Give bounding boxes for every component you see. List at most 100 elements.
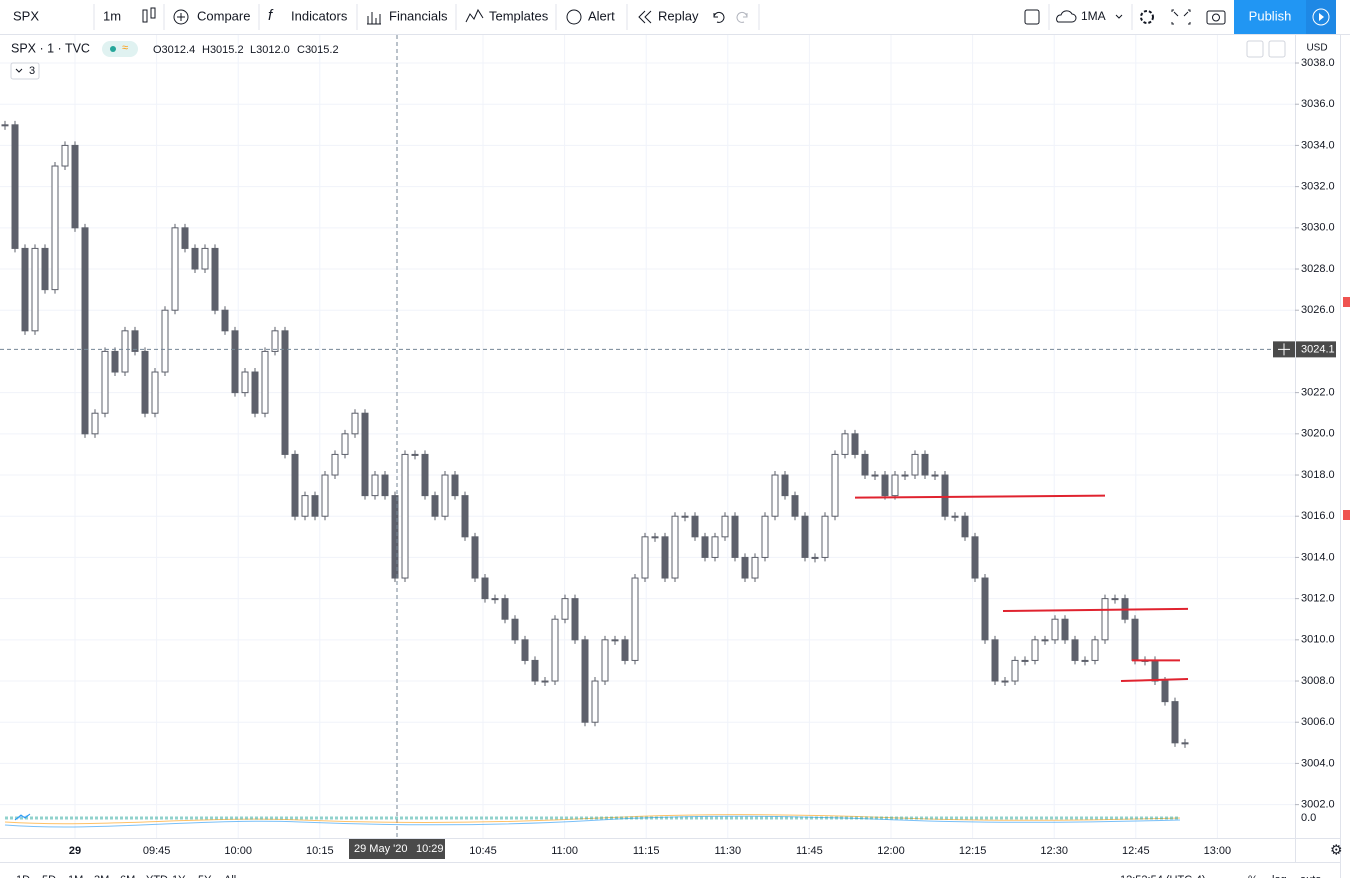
- candle: [901, 474, 909, 477]
- saved-layout[interactable]: 1MA: [1081, 9, 1106, 23]
- price-tick-label: 3030.0: [1301, 222, 1335, 234]
- candle: [391, 495, 399, 579]
- status-dot: [110, 46, 116, 52]
- candle: [311, 495, 319, 517]
- replay[interactable]: Replay: [658, 8, 699, 23]
- time-tick-label: 12:45: [1122, 845, 1150, 857]
- candle: [161, 309, 169, 373]
- crosshair-price-label-box: [1296, 341, 1336, 358]
- settings[interactable]: [1140, 10, 1154, 24]
- interval[interactable]: 1m: [103, 8, 121, 23]
- indicators[interactable]: Indicators: [291, 8, 348, 23]
- legend-open: O3012.4: [153, 44, 195, 56]
- studies-toggle[interactable]: [10, 62, 40, 80]
- candle: [471, 536, 479, 579]
- undo[interactable]: [713, 11, 725, 23]
- fullscreen[interactable]: [1171, 9, 1191, 25]
- financials-icon: [367, 12, 381, 25]
- log-toggle: log: [1272, 874, 1287, 878]
- range-button[interactable]: 6M: [120, 874, 135, 883]
- toggle-arrow: [15, 68, 23, 73]
- price-tick-label: 3012.0: [1301, 593, 1335, 605]
- candle: [861, 453, 869, 476]
- redo[interactable]: [736, 11, 748, 23]
- candle: [281, 330, 289, 455]
- financials[interactable]: Financials: [389, 8, 448, 23]
- price-tick-label: 3008.0: [1301, 675, 1335, 687]
- symbol[interactable]: SPX: [13, 8, 39, 23]
- publish[interactable]: Publish: [1249, 8, 1292, 23]
- candle: [11, 124, 19, 249]
- legend-low: L3012.0: [250, 44, 290, 56]
- candle: [271, 330, 279, 352]
- reset-button[interactable]: [1268, 40, 1286, 58]
- candle: [301, 495, 309, 517]
- candle: [581, 639, 589, 723]
- legend: SPX · 1 · TVC ≈ O3012.4 H3015.2 L3012.0 …: [10, 40, 1328, 80]
- candle: [401, 453, 409, 579]
- range-button[interactable]: 1D: [16, 874, 30, 883]
- crosshair-time: 10:29: [416, 843, 444, 855]
- range-button[interactable]: 3M: [94, 874, 109, 883]
- candle: [121, 330, 129, 373]
- candle: [61, 144, 69, 167]
- candle: [751, 556, 759, 579]
- candle: [971, 536, 979, 579]
- publish-button[interactable]: [1234, 0, 1306, 34]
- time-tick-label: 10:45: [469, 845, 497, 857]
- range-button[interactable]: 1Y: [172, 874, 186, 883]
- candle: [1071, 639, 1079, 661]
- indicator-badge: [14, 813, 31, 821]
- play-circle: [1312, 8, 1330, 26]
- candle: [1051, 618, 1059, 641]
- range-button[interactable]: All: [224, 874, 236, 883]
- candle: [941, 474, 949, 517]
- candle: [501, 598, 509, 620]
- trend-line: [1002, 607, 1189, 612]
- snapshot[interactable]: [1206, 10, 1226, 25]
- chart-type-icon[interactable]: [142, 7, 156, 23]
- candle: [81, 227, 89, 435]
- candle: [611, 639, 619, 642]
- candle: [491, 598, 499, 601]
- compare[interactable]: Compare: [197, 8, 250, 23]
- axes: 3038.0 3036.0 3034.0 3032.0 3030.0 3028.0 3026…: [69, 57, 1336, 859]
- candle: [711, 536, 719, 558]
- indicator-line: [4, 815, 1181, 828]
- candle: [621, 639, 629, 661]
- candle: [591, 680, 599, 723]
- candle: [681, 515, 689, 518]
- candle: [791, 495, 799, 517]
- candle: [191, 247, 199, 270]
- candle: [1021, 659, 1029, 662]
- price-tick-label: 3022.0: [1301, 387, 1335, 399]
- price-tick-label: 3018.0: [1301, 469, 1335, 481]
- currency: USD: [1306, 43, 1327, 54]
- market-status: [102, 41, 138, 57]
- candle: [231, 330, 239, 394]
- trend-line: [854, 494, 1106, 499]
- candle: [371, 474, 379, 497]
- templates[interactable]: Templates: [489, 8, 549, 23]
- time-axis-settings[interactable]: ⚙: [1330, 842, 1343, 858]
- range-button[interactable]: YTD: [146, 874, 168, 883]
- candle: [991, 639, 999, 682]
- candle: [781, 474, 789, 497]
- scroll-button[interactable]: [1246, 40, 1264, 58]
- layout-button[interactable]: [1024, 9, 1040, 25]
- candle: [1061, 618, 1069, 641]
- candle: [801, 515, 809, 558]
- plot: [0, 35, 1295, 838]
- trend-line: [1120, 677, 1189, 683]
- compare-icon[interactable]: [173, 9, 189, 25]
- snapshot-lens: [1212, 13, 1220, 22]
- candle: [291, 453, 299, 517]
- alert[interactable]: Alert: [588, 8, 615, 23]
- candle: [461, 495, 469, 538]
- range-button[interactable]: 5Y: [198, 874, 212, 883]
- range-button[interactable]: 1M: [68, 874, 83, 883]
- candle: [851, 433, 859, 455]
- range-button[interactable]: 5D: [42, 874, 56, 883]
- candle: [1151, 659, 1159, 682]
